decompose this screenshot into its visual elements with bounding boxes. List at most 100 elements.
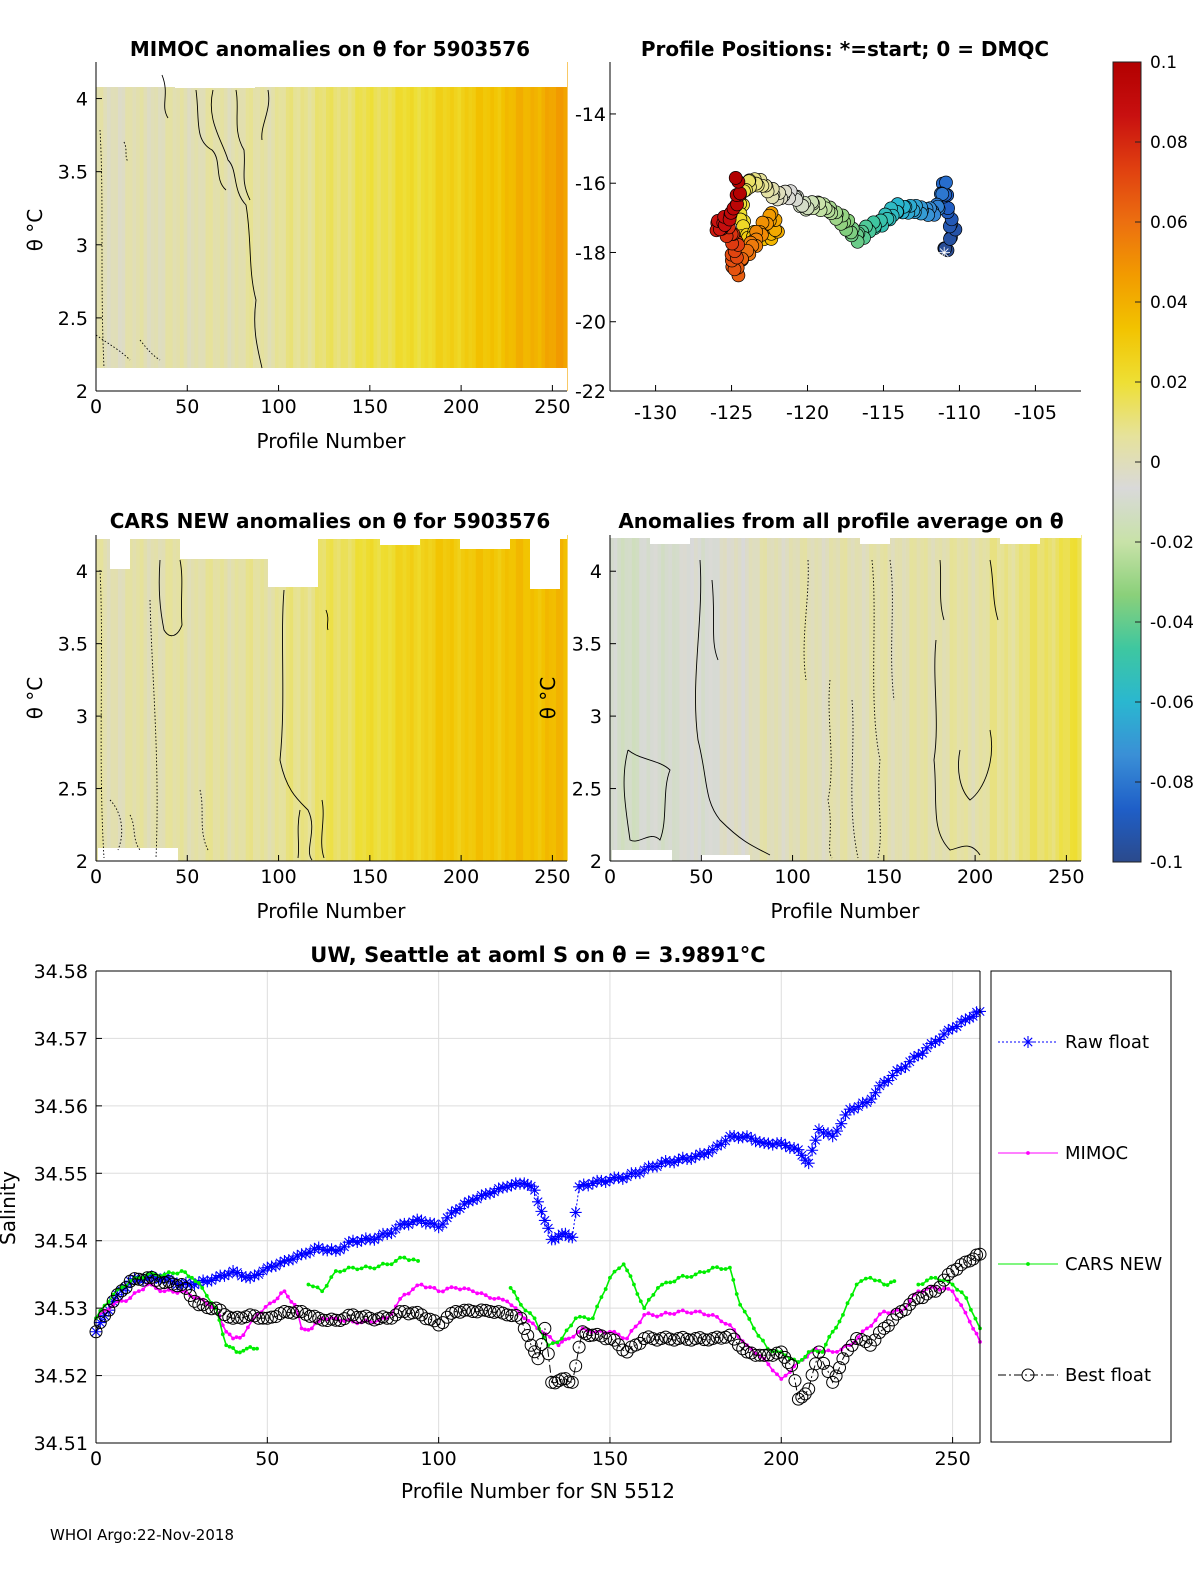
- data-point: [817, 1356, 831, 1370]
- heatmap-cell: [388, 535, 393, 861]
- data-point: [550, 1341, 555, 1346]
- data-point: [697, 1309, 702, 1314]
- data-point: [346, 1265, 351, 1270]
- data-point: [432, 1286, 437, 1290]
- data-point: [458, 1287, 462, 1292]
- data-point: [685, 1310, 689, 1315]
- data-point: [291, 1249, 304, 1262]
- data-point: [441, 1211, 454, 1224]
- salinity-legend: Raw float MIMOC CARS NEW Best float: [990, 970, 1172, 1443]
- data-point: [727, 1323, 732, 1327]
- heatmap-cell: [271, 62, 276, 391]
- heatmap-cell: [843, 535, 848, 861]
- heatmap-cell: [748, 535, 753, 861]
- data-point: [423, 1285, 428, 1290]
- heatmap-cell: [563, 535, 568, 861]
- data-point: [642, 1312, 647, 1317]
- heatmap-cell: [114, 62, 119, 391]
- heatmap-cell: [274, 535, 280, 861]
- data-point: [424, 1217, 437, 1230]
- profile-positions-panel: Profile Positions: *=start; 0 = DMQC ✳ -…: [575, 37, 1081, 424]
- data-point: [282, 1254, 295, 1267]
- data-point: [715, 1138, 728, 1151]
- heatmap-cell: [121, 62, 126, 391]
- data-point: [731, 1277, 736, 1282]
- data-point: [531, 1352, 545, 1366]
- y-tick-label: 34.57: [34, 1028, 88, 1050]
- data-point: [656, 1286, 660, 1290]
- data-point: [227, 1332, 232, 1337]
- data-point: [179, 1269, 184, 1273]
- heatmap-cell: [770, 535, 775, 861]
- heatmap-cell: [624, 535, 629, 861]
- data-point: [826, 1375, 840, 1389]
- heatmap-cell: [986, 535, 991, 861]
- heatmap-cell: [143, 535, 148, 861]
- data-point: [837, 1319, 842, 1324]
- data-point: [241, 1348, 246, 1353]
- heatmap-cell: [686, 535, 691, 861]
- data-point: [968, 1307, 973, 1312]
- heatmap-cell: [395, 535, 400, 861]
- heatmap-cell: [861, 535, 867, 861]
- heatmap-cell: [653, 535, 659, 861]
- data-point: [820, 1350, 825, 1354]
- heatmap-cell: [785, 535, 790, 861]
- series-line: [95, 1011, 981, 1332]
- data-point: [398, 1297, 402, 1301]
- data-point: [650, 1313, 655, 1317]
- heatmap-cell: [380, 62, 386, 391]
- heatmap-cell: [253, 535, 258, 861]
- heatmap-cell: [329, 535, 334, 861]
- data-point: [848, 1103, 861, 1116]
- data-point: [821, 1364, 835, 1378]
- data-point: [869, 1086, 882, 1099]
- heatmap-cell: [234, 62, 239, 391]
- heatmap-cell: [1048, 535, 1053, 861]
- data-point: [845, 1338, 859, 1352]
- data-point: [916, 1291, 930, 1305]
- data-point: [255, 1346, 259, 1351]
- heatmap-cell: [446, 535, 451, 861]
- data-point: [222, 1268, 235, 1281]
- heatmap-cell: [504, 62, 510, 391]
- data-point: [251, 1346, 256, 1351]
- data-point: [416, 1259, 420, 1263]
- data-point: [406, 1215, 419, 1228]
- colorbar-tick-label: -0.02: [1150, 533, 1194, 553]
- data-point: [227, 1344, 232, 1349]
- data-point: [290, 1305, 304, 1319]
- heatmap-cell: [490, 535, 495, 861]
- heatmap-cell: [216, 62, 221, 391]
- data-point: [856, 1335, 861, 1340]
- data-point: [806, 1350, 811, 1354]
- data-point: [552, 1230, 565, 1243]
- y-tick-label: 34.56: [34, 1096, 88, 1118]
- y-tick-label: 2.5: [58, 779, 88, 801]
- data-point: [325, 1243, 338, 1256]
- heatmap-cell: [457, 62, 462, 391]
- data-point: [389, 1308, 403, 1322]
- heatmap-cell: [523, 535, 528, 861]
- heatmap-cell: [347, 535, 353, 861]
- heatmap-cell: [967, 535, 973, 861]
- data-point: [393, 1305, 407, 1319]
- data-point: [863, 1276, 868, 1281]
- heatmap-cell: [545, 535, 550, 861]
- heatmap-cell: [139, 535, 145, 861]
- data-point: [252, 1268, 265, 1281]
- data-point: [333, 1269, 338, 1273]
- data-point: [458, 1198, 471, 1211]
- heatmap-cell: [781, 535, 786, 861]
- data-point: [329, 1313, 343, 1327]
- heatmap-cell: [179, 535, 185, 861]
- heatmap-cell: [198, 62, 203, 391]
- data-point: [599, 1176, 612, 1189]
- data-point: [929, 1035, 942, 1048]
- heatmap-cell: [763, 535, 768, 861]
- heatmap-cell: [620, 535, 626, 861]
- heatmap-cell: [355, 62, 360, 391]
- data-point: [632, 1282, 636, 1287]
- heatmap-cell: [668, 535, 673, 861]
- data-point: [890, 1064, 903, 1077]
